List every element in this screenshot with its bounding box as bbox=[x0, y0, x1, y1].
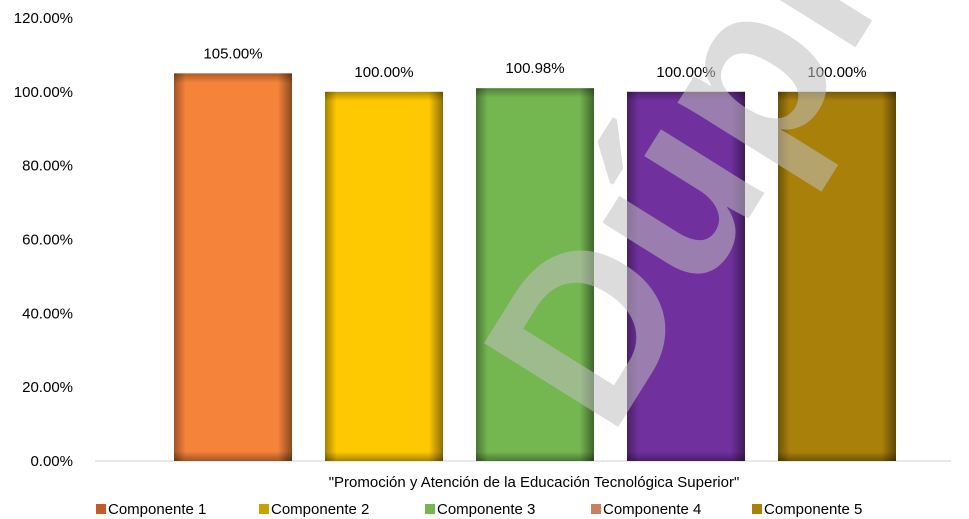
bar-data-label: 100.00% bbox=[656, 64, 715, 81]
legend-item: Componente 1 bbox=[96, 501, 206, 518]
bar-data-label: 100.00% bbox=[807, 64, 866, 81]
legend-item: Componente 5 bbox=[752, 501, 862, 518]
bar-group bbox=[627, 91, 745, 461]
legend-swatch bbox=[96, 504, 106, 514]
legend: Componente 1 Componente 2 Componente 3 Comp… bbox=[96, 501, 862, 518]
legend-item: Componente 4 bbox=[591, 501, 701, 518]
legend-label: Componente 4 bbox=[603, 501, 701, 518]
bar-data-label: 105.00% bbox=[203, 45, 262, 62]
y-tick-label: 0.00% bbox=[30, 453, 73, 470]
bars bbox=[174, 73, 896, 461]
legend-swatch bbox=[591, 504, 601, 514]
y-tick-label: 60.00% bbox=[22, 232, 73, 249]
y-axis: 0.00% 20.00% 40.00% 60.00% 80.00% 100.00% 120.… bbox=[14, 10, 73, 470]
y-tick-label: 20.00% bbox=[22, 379, 73, 396]
legend-swatch bbox=[425, 504, 435, 514]
y-tick-label: 120.00% bbox=[14, 10, 73, 27]
legend-item: Componente 2 bbox=[259, 501, 369, 518]
bar-group bbox=[778, 91, 896, 461]
bar-group bbox=[174, 73, 292, 461]
bar-shade-vertical bbox=[325, 91, 443, 461]
data-labels: 105.00% 100.00% 100.98% 100.00% 100.00% bbox=[203, 45, 866, 80]
bar-shade-vertical bbox=[627, 91, 745, 461]
legend-label: Componente 1 bbox=[108, 501, 206, 518]
bar-shade-vertical bbox=[778, 91, 896, 461]
legend-swatch bbox=[259, 504, 269, 514]
bar-group bbox=[325, 91, 443, 461]
bar-shade-vertical bbox=[476, 88, 594, 461]
y-tick-label: 100.00% bbox=[14, 84, 73, 101]
legend-label: Componente 2 bbox=[271, 501, 369, 518]
bar-group bbox=[476, 88, 594, 461]
x-category-label: "Promoción y Atención de la Educación Te… bbox=[329, 474, 740, 491]
bar-shade-vertical bbox=[174, 73, 292, 461]
bar-data-label: 100.00% bbox=[354, 64, 413, 81]
legend-swatch bbox=[752, 504, 762, 514]
y-tick-label: 80.00% bbox=[22, 158, 73, 175]
legend-label: Componente 5 bbox=[764, 501, 862, 518]
legend-item: Componente 3 bbox=[425, 501, 535, 518]
y-tick-label: 40.00% bbox=[22, 305, 73, 322]
legend-label: Componente 3 bbox=[437, 501, 535, 518]
bar-data-label: 100.98% bbox=[505, 60, 564, 77]
